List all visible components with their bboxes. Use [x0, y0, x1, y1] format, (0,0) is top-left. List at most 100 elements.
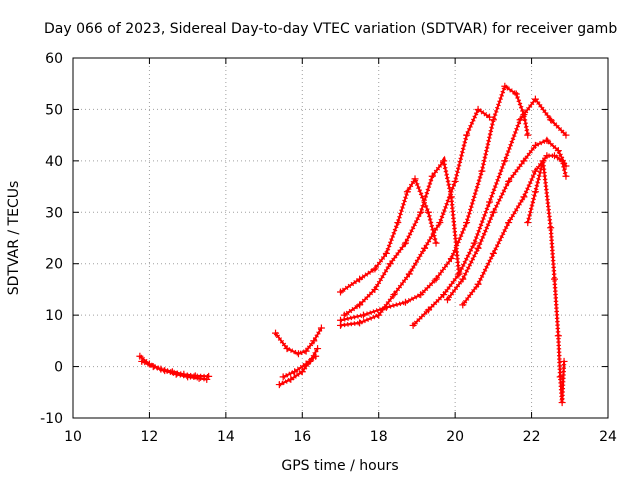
series-arc-5-line	[282, 355, 317, 378]
data-point	[405, 270, 413, 278]
data-point	[474, 105, 482, 113]
data-point	[283, 345, 291, 353]
data-point	[272, 329, 280, 337]
data-point	[275, 381, 283, 389]
series-arc-10-points	[409, 95, 570, 329]
data-point	[512, 90, 520, 98]
y-tick-label: 20	[45, 257, 63, 273]
data-point	[486, 113, 494, 121]
data-point	[531, 188, 539, 196]
data-point	[184, 373, 192, 381]
data-point	[451, 177, 459, 185]
data-point	[459, 301, 467, 309]
data-point	[424, 208, 432, 216]
data-point	[474, 244, 482, 252]
data-point	[136, 352, 144, 360]
data-point	[455, 270, 463, 278]
x-axis-label: GPS time / hours	[281, 458, 398, 474]
data-point	[359, 311, 367, 319]
data-point	[317, 324, 325, 332]
series-arc-5-points	[279, 352, 320, 381]
data-point	[505, 177, 513, 185]
data-point	[554, 332, 562, 340]
data-point	[440, 291, 448, 299]
data-point	[524, 219, 532, 227]
y-tick-label: 10	[45, 308, 63, 324]
data-point	[287, 375, 295, 383]
y-tick-label: 30	[45, 205, 63, 221]
data-point	[543, 136, 551, 144]
data-point	[417, 208, 425, 216]
x-tick-label: 24	[599, 429, 617, 445]
data-point	[531, 167, 539, 175]
data-point	[161, 367, 169, 375]
series-arc-13-points	[524, 157, 568, 407]
data-point	[411, 175, 419, 183]
series-layer	[136, 82, 570, 407]
data-point	[543, 152, 551, 160]
series-arc-2-points	[138, 357, 211, 383]
y-tick-label: 40	[45, 154, 63, 170]
data-point	[310, 337, 318, 345]
data-point	[394, 219, 402, 227]
series-arc-11-points	[444, 136, 570, 304]
data-point	[432, 275, 440, 283]
data-point	[562, 131, 570, 139]
data-point	[371, 265, 379, 273]
data-point	[489, 116, 497, 124]
x-tick-label: 22	[523, 429, 541, 445]
data-point	[520, 193, 528, 201]
data-point	[356, 301, 364, 309]
data-point	[531, 95, 539, 103]
data-point	[403, 188, 411, 196]
data-point	[463, 131, 471, 139]
data-point	[474, 280, 482, 288]
data-point	[382, 249, 390, 257]
data-point	[371, 285, 379, 293]
data-point	[531, 141, 539, 149]
x-tick-label: 16	[293, 429, 311, 445]
data-point	[501, 157, 509, 165]
series-arc-7-markers	[343, 155, 462, 317]
series-arc-9-markers	[340, 82, 531, 323]
data-point	[436, 219, 444, 227]
data-point	[424, 306, 432, 314]
series-arc-9-points	[337, 82, 532, 324]
series-arc-12-markers	[460, 153, 569, 307]
data-point	[562, 172, 570, 180]
data-point	[401, 298, 409, 306]
data-point	[149, 363, 157, 371]
data-point	[390, 291, 398, 299]
y-tick-label: 50	[45, 102, 63, 118]
series-arc-8-points	[337, 105, 494, 329]
x-tick-label: 20	[446, 429, 464, 445]
data-point	[459, 275, 467, 283]
data-point	[314, 345, 322, 353]
y-tick-label: -10	[40, 411, 63, 427]
data-point	[298, 368, 306, 376]
data-point	[195, 374, 203, 382]
data-point	[291, 368, 299, 376]
data-point	[337, 288, 344, 296]
x-tick-label: 10	[64, 429, 82, 445]
data-point	[356, 275, 364, 283]
series-arc-8-markers	[340, 106, 491, 328]
data-point	[447, 255, 455, 263]
series-arc-12-points	[459, 152, 570, 309]
series-arc-3-points	[272, 324, 325, 358]
data-point	[463, 219, 471, 227]
data-point	[551, 152, 558, 160]
data-point	[279, 373, 287, 381]
chart-title: Day 066 of 2023, Sidereal Day-to-day VTE…	[44, 21, 617, 37]
plot-frame	[72, 57, 609, 419]
data-point	[421, 244, 429, 252]
x-tick-label: 14	[217, 429, 235, 445]
data-point	[478, 167, 486, 175]
data-point	[489, 208, 497, 216]
series-arc-6-points	[337, 175, 440, 296]
x-tick-label: 18	[370, 429, 388, 445]
data-point	[382, 303, 390, 311]
data-point	[556, 373, 564, 381]
data-point	[356, 319, 364, 327]
